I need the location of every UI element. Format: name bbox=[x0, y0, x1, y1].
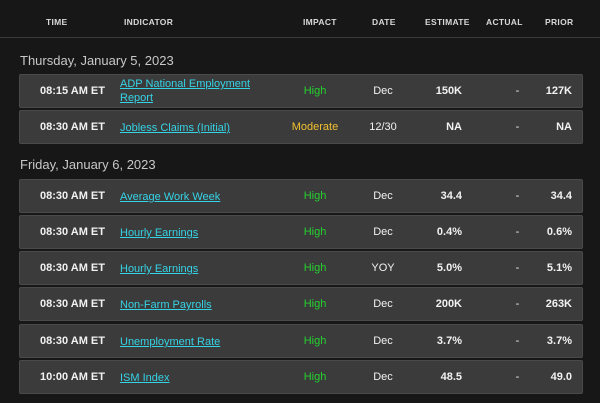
time-cell: 08:15 AM ET bbox=[39, 85, 105, 97]
date-cell: YOY bbox=[371, 262, 395, 274]
column-header-indicator: INDICATOR bbox=[124, 17, 174, 27]
time-cell: 08:30 AM ET bbox=[39, 262, 105, 274]
table-row: 08:15 AM ET ADP National Employment Repo… bbox=[19, 74, 583, 108]
impact-badge: High bbox=[303, 298, 327, 310]
date-cell: Dec bbox=[373, 298, 393, 310]
impact-badge: High bbox=[303, 371, 327, 383]
table-row: 08:30 AM ET Hourly Earnings High YOY 5.0… bbox=[19, 251, 583, 285]
estimate-cell: 0.4% bbox=[436, 226, 462, 238]
impact-badge: High bbox=[303, 335, 327, 347]
estimate-cell: 5.0% bbox=[436, 262, 462, 274]
actual-cell: - bbox=[515, 121, 520, 133]
indicator-link[interactable]: Unemployment Rate bbox=[120, 336, 221, 348]
column-header-time: TIME bbox=[46, 17, 68, 27]
prior-cell: 0.6% bbox=[546, 226, 572, 238]
prior-cell: 5.1% bbox=[546, 262, 572, 274]
estimate-cell: 48.5 bbox=[440, 371, 462, 383]
indicator-link[interactable]: Non-Farm Payrolls bbox=[120, 299, 212, 311]
prior-cell: 3.7% bbox=[546, 335, 572, 347]
column-header-actual: ACTUAL bbox=[486, 17, 523, 27]
table-row: 08:30 AM ET Unemployment Rate High Dec 3… bbox=[19, 324, 583, 358]
impact-badge: Moderate bbox=[291, 121, 339, 133]
time-cell: 08:30 AM ET bbox=[39, 190, 105, 202]
impact-badge: High bbox=[303, 226, 327, 238]
table-row: 08:30 AM ET Jobless Claims (Initial) Mod… bbox=[19, 110, 583, 144]
time-cell: 08:30 AM ET bbox=[39, 226, 105, 238]
column-header-prior: PRIOR bbox=[545, 17, 574, 27]
actual-cell: - bbox=[515, 85, 520, 97]
table-header: TIME INDICATOR IMPACT DATE ESTIMATE ACTU… bbox=[0, 0, 600, 38]
table-row: 08:30 AM ET Hourly Earnings High Dec 0.4… bbox=[19, 215, 583, 249]
impact-badge: High bbox=[303, 262, 327, 274]
actual-cell: - bbox=[515, 371, 520, 383]
prior-cell: 34.4 bbox=[550, 190, 572, 202]
estimate-cell: 34.4 bbox=[440, 190, 462, 202]
estimate-cell: 3.7% bbox=[436, 335, 462, 347]
column-header-date: DATE bbox=[372, 17, 396, 27]
table-row: 08:30 AM ET Average Work Week High Dec 3… bbox=[19, 179, 583, 213]
column-header-impact: IMPACT bbox=[303, 17, 337, 27]
estimate-cell: 200K bbox=[435, 298, 462, 310]
date-cell: Dec bbox=[373, 371, 393, 383]
time-cell: 08:30 AM ET bbox=[39, 335, 105, 347]
day-heading: Thursday, January 5, 2023 bbox=[20, 53, 174, 68]
indicator-link[interactable]: Average Work Week bbox=[120, 191, 221, 203]
prior-cell: 49.0 bbox=[550, 371, 572, 383]
table-row: 08:30 AM ET Non-Farm Payrolls High Dec 2… bbox=[19, 287, 583, 321]
actual-cell: - bbox=[515, 262, 520, 274]
indicator-link[interactable]: Hourly Earnings bbox=[120, 263, 199, 275]
estimate-cell: 150K bbox=[435, 85, 462, 97]
prior-cell: NA bbox=[556, 121, 572, 133]
estimate-cell: NA bbox=[446, 121, 462, 133]
indicator-link[interactable]: Hourly Earnings bbox=[120, 227, 199, 239]
actual-cell: - bbox=[515, 298, 520, 310]
time-cell: 08:30 AM ET bbox=[39, 121, 105, 133]
date-cell: Dec bbox=[373, 190, 393, 202]
indicator-link[interactable]: ADP National Employment Report bbox=[120, 78, 251, 104]
impact-badge: High bbox=[303, 85, 327, 97]
actual-cell: - bbox=[515, 335, 520, 347]
prior-cell: 263K bbox=[545, 298, 572, 310]
table-row: 10:00 AM ET ISM Index High Dec 48.5 - 49… bbox=[19, 360, 583, 394]
indicator-link[interactable]: ISM Index bbox=[120, 372, 170, 384]
date-cell: Dec bbox=[373, 226, 393, 238]
time-cell: 10:00 AM ET bbox=[39, 371, 105, 383]
day-heading: Friday, January 6, 2023 bbox=[20, 157, 156, 172]
column-header-estimate: ESTIMATE bbox=[425, 17, 470, 27]
date-cell: 12/30 bbox=[369, 121, 397, 133]
date-cell: Dec bbox=[373, 335, 393, 347]
indicator-link[interactable]: Jobless Claims (Initial) bbox=[120, 122, 231, 134]
impact-badge: High bbox=[303, 190, 327, 202]
prior-cell: 127K bbox=[545, 85, 572, 97]
actual-cell: - bbox=[515, 226, 520, 238]
actual-cell: - bbox=[515, 190, 520, 202]
time-cell: 08:30 AM ET bbox=[39, 298, 105, 310]
date-cell: Dec bbox=[373, 85, 393, 97]
